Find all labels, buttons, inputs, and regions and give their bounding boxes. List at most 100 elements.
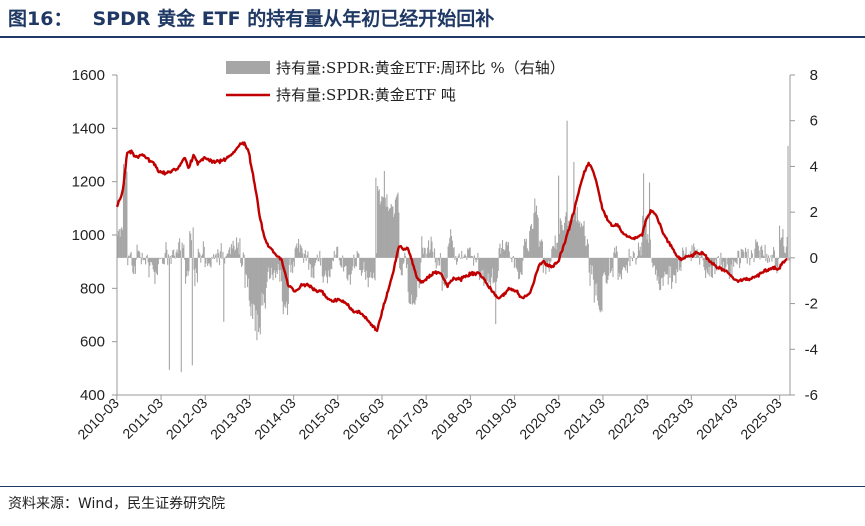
weekly-change-bar (209, 257, 211, 267)
weekly-change-bar (764, 244, 766, 258)
weekly-change-bar (411, 257, 413, 295)
weekly-change-bar (443, 257, 445, 285)
weekly-change-bar (142, 257, 144, 261)
weekly-change-bar (246, 257, 248, 276)
weekly-change-bar (386, 194, 388, 258)
weekly-change-bar (211, 256, 213, 258)
weekly-change-bar (537, 217, 539, 258)
weekly-change-bar (125, 170, 127, 258)
weekly-change-bar (410, 257, 412, 304)
weekly-change-bar (631, 257, 633, 259)
weekly-change-bar (599, 257, 601, 313)
weekly-change-bar (465, 256, 467, 258)
chart-title: 图16： SPDR 黄金 ETF 的持有量从年初已经开始回补 (8, 4, 494, 31)
right-tick-label: -6 (805, 387, 818, 404)
weekly-change-bar (512, 256, 514, 258)
weekly-change-bar (435, 257, 437, 269)
weekly-change-bar (403, 257, 405, 263)
weekly-change-bar (372, 257, 374, 273)
weekly-change-bar (348, 257, 351, 275)
weekly-change-bar (558, 175, 560, 258)
weekly-change-bar (356, 251, 358, 258)
weekly-change-bar (312, 257, 314, 278)
x-tick-label: 2021-03 (560, 395, 608, 443)
weekly-change-bar (233, 245, 235, 258)
weekly-change-bar (587, 243, 589, 258)
weekly-change-bar (256, 257, 258, 341)
weekly-change-bar (702, 257, 704, 261)
weekly-change-bar (146, 254, 148, 258)
weekly-change-bar (130, 252, 132, 258)
weekly-change-bar (581, 226, 583, 258)
weekly-change-bar (739, 257, 741, 268)
right-tick-label: 8 (810, 67, 818, 84)
weekly-change-bar (275, 257, 277, 278)
weekly-change-bar (118, 229, 120, 258)
weekly-change-bar (439, 257, 441, 266)
weekly-change-bar (663, 257, 665, 277)
weekly-change-bar (704, 257, 706, 271)
weekly-change-bar (784, 252, 786, 258)
weekly-change-bar (263, 257, 265, 295)
weekly-change-bar (404, 252, 406, 258)
weekly-change-bar (582, 225, 584, 258)
weekly-change-bar (516, 257, 518, 270)
weekly-change-bar (745, 247, 747, 258)
weekly-change-bar (493, 257, 495, 282)
weekly-change-bar (168, 257, 170, 370)
weekly-change-bar (355, 257, 357, 267)
weekly-change-bar (206, 257, 208, 259)
weekly-change-bar (728, 257, 730, 280)
weekly-change-bar (602, 257, 604, 276)
weekly-change-bar (595, 257, 597, 296)
weekly-change-bar (517, 257, 519, 272)
weekly-change-bar (148, 257, 150, 278)
weekly-change-bar (538, 246, 540, 258)
weekly-change-bar (455, 256, 457, 258)
weekly-change-bar (279, 257, 281, 282)
weekly-change-bar (366, 257, 368, 278)
holdings-line-layer (115, 141, 788, 333)
weekly-change-bar (275, 257, 278, 272)
weekly-change-bar (197, 248, 199, 258)
weekly-change-bar (128, 255, 130, 258)
weekly-change-bar (759, 257, 761, 260)
weekly-change-bar (412, 257, 414, 303)
weekly-change-bar (705, 257, 707, 270)
left-tick-label: 1200 (72, 174, 105, 191)
weekly-change-bar (332, 257, 334, 262)
weekly-change-bar (329, 257, 331, 278)
weekly-change-bar (460, 257, 462, 259)
weekly-change-bar (230, 244, 232, 258)
weekly-change-bar (385, 206, 387, 258)
weekly-change-bar (524, 241, 526, 258)
weekly-change-bar (592, 257, 594, 266)
weekly-change-bar (469, 247, 471, 258)
weekly-change-bar (207, 257, 209, 267)
weekly-change-bar (766, 253, 768, 258)
weekly-change-bar (770, 255, 772, 258)
weekly-change-bar (229, 247, 231, 258)
weekly-change-bar (339, 257, 341, 265)
weekly-change-bar (674, 257, 676, 276)
weekly-change-bar (609, 257, 611, 259)
weekly-change-bar (735, 257, 737, 263)
weekly-change-bar (167, 257, 169, 265)
weekly-change-bar (765, 257, 767, 262)
weekly-change-bar (202, 241, 204, 258)
weekly-change-bars (117, 120, 790, 373)
weekly-change-bar (365, 257, 368, 271)
weekly-change-bar (285, 257, 287, 308)
weekly-change-bar (379, 204, 381, 258)
weekly-change-bar (343, 257, 345, 267)
weekly-change-bar (205, 257, 207, 264)
weekly-change-bar (373, 257, 375, 278)
left-tick-label: 1000 (72, 227, 105, 244)
weekly-change-bar (292, 257, 295, 262)
weekly-change-bar (167, 254, 170, 258)
weekly-change-bar (122, 164, 125, 258)
weekly-change-bar (699, 256, 702, 258)
weekly-change-bar (672, 257, 674, 275)
weekly-change-bar (394, 213, 396, 258)
weekly-change-bar (423, 247, 425, 258)
